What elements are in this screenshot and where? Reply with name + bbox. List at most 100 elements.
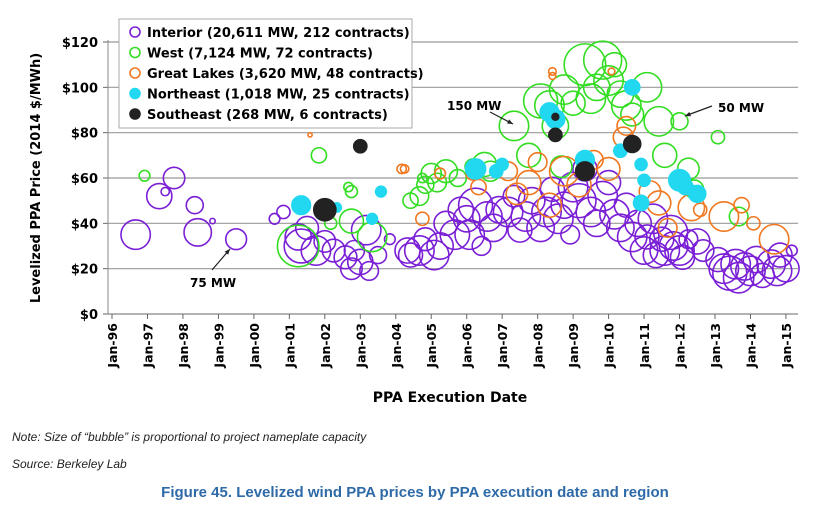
bubble (409, 186, 430, 207)
x-tick-label: Jan-00 (247, 323, 262, 369)
bubble (657, 217, 678, 238)
bubble (471, 235, 492, 257)
bubble (397, 242, 424, 268)
bubble (478, 213, 508, 243)
bubble (678, 229, 699, 250)
bubble (595, 169, 622, 196)
bubble (452, 204, 481, 233)
bubble (356, 221, 388, 253)
bubble (637, 173, 651, 188)
bubble (399, 163, 410, 174)
bubble (601, 51, 628, 78)
bubble (276, 224, 320, 268)
bubble (561, 182, 597, 219)
bubble (705, 246, 731, 273)
bubble (720, 248, 752, 280)
bubble (761, 255, 793, 287)
annotations: 75 MW 150 MW 50 MW (190, 99, 764, 290)
bubble (548, 71, 557, 81)
legend-marker (129, 46, 141, 59)
bubble (643, 105, 675, 137)
annotation-label: 75 MW (190, 276, 236, 290)
bubble (622, 134, 642, 154)
arrowhead-icon (507, 119, 513, 124)
figure-caption: Figure 45. Levelized wind PPA prices by … (161, 484, 669, 501)
x-tick-label: Jan-04 (389, 323, 404, 369)
bubble (368, 245, 388, 265)
bubble (616, 115, 637, 136)
bubble (464, 158, 487, 180)
bubble (771, 254, 800, 283)
bubble (758, 223, 790, 255)
bubble (160, 186, 171, 197)
bubble (642, 241, 670, 269)
bubble (670, 112, 689, 131)
bubble (687, 184, 707, 204)
bubble (470, 178, 487, 196)
legend-label: Interior (20,611 MW, 212 contracts) (147, 26, 410, 41)
bubble (620, 102, 645, 127)
bubble (414, 211, 430, 227)
chart-note: Note: Size of “bubble” is proportional t… (12, 430, 367, 444)
bubble (344, 184, 359, 199)
bubble (548, 127, 563, 143)
bubble (209, 217, 216, 225)
bubble (728, 206, 749, 227)
bubble (162, 166, 186, 190)
x-tick-label: Jan-99 (211, 323, 226, 369)
y-tick-label: $20 (71, 263, 98, 278)
bubble (767, 242, 793, 268)
x-tick-label: Jan-14 (743, 323, 758, 369)
bubble (350, 214, 382, 246)
bubble (310, 146, 328, 164)
bubble (120, 219, 152, 251)
bubble (495, 157, 509, 172)
bubble-chart: $0 $20 $40 $60 $80 $100 $120 Jan-96 Jan-97 Jan-98… (29, 18, 800, 406)
bubble (623, 78, 641, 96)
bubble (307, 132, 313, 138)
x-axis-title: PPA Execution Date (373, 390, 528, 406)
legend-label: Northeast (1,018 MW, 25 contracts) (147, 88, 410, 103)
bubble (549, 155, 573, 179)
legend-label: Great Lakes (3,620 MW, 48 contracts) (147, 67, 424, 82)
bubble (733, 196, 750, 214)
x-tick-label: Jan-07 (495, 323, 510, 369)
bubble (413, 227, 438, 252)
bubble (300, 235, 332, 267)
x-tick-label: Jan-96 (105, 323, 120, 369)
bubble (527, 152, 548, 173)
legend-marker (129, 87, 141, 100)
bubble (224, 228, 248, 251)
bubble (138, 169, 151, 182)
bubble (291, 195, 312, 216)
x-tick-label: Jan-05 (424, 323, 439, 369)
y-tick-label: $40 (71, 217, 98, 232)
x-tick-label: Jan-03 (353, 323, 368, 369)
bubble (352, 138, 368, 154)
x-tick-label: Jan-06 (460, 323, 475, 369)
bubble (605, 213, 635, 243)
bubble (498, 110, 530, 142)
legend-marker (129, 67, 141, 79)
bubble (575, 196, 607, 228)
bubble (312, 197, 337, 222)
bubble (283, 228, 319, 264)
bubble (710, 129, 726, 145)
bubbles (120, 40, 800, 294)
y-tick-label: $120 (62, 36, 98, 51)
x-tick-label: Jan-02 (318, 323, 333, 369)
bubble (632, 194, 650, 212)
bubble (276, 204, 291, 220)
legend-box (118, 18, 413, 129)
annotation-label: 150 MW (447, 99, 501, 113)
bubble (416, 175, 435, 195)
legend-label: Southeast (268 MW, 6 contracts) (147, 108, 388, 123)
bubble (574, 161, 596, 182)
bubble (607, 67, 616, 76)
bubble (374, 185, 388, 198)
x-tick-label: Jan-01 (282, 323, 297, 369)
bubble (531, 196, 563, 228)
axes: $0 $20 $40 $60 $80 $100 $120 Jan-96 Jan-97 Jan-98… (62, 36, 798, 369)
bubble (403, 235, 435, 267)
bubble (634, 157, 648, 172)
